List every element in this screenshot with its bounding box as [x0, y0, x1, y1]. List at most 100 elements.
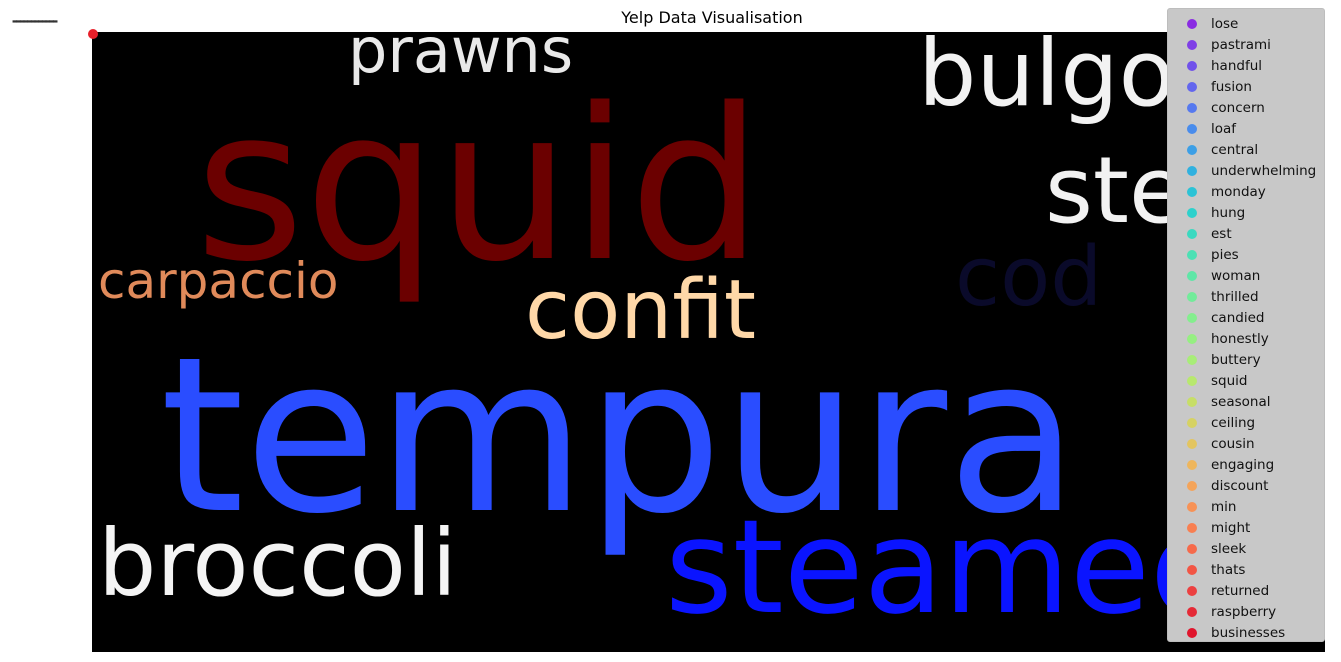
legend-item-est: est — [1168, 225, 1232, 243]
cloud-word-tempura: tempura — [160, 310, 1079, 561]
legend-marker — [1187, 628, 1197, 638]
legend-label: seasonal — [1211, 394, 1271, 410]
legend-item-ceiling: ceiling — [1168, 414, 1255, 432]
legend-item-engaging: engaging — [1168, 456, 1274, 474]
legend-label: woman — [1211, 268, 1261, 284]
legend-marker — [1187, 544, 1197, 554]
legend-label: honestly — [1211, 331, 1269, 347]
word-cloud-background — [92, 32, 1325, 652]
legend-marker — [1187, 166, 1197, 176]
legend-marker — [1187, 418, 1197, 428]
legend-label: engaging — [1211, 457, 1275, 473]
legend-item-lose: lose — [1168, 15, 1238, 33]
legend-marker — [1187, 481, 1197, 491]
legend-label: lose — [1211, 16, 1239, 32]
legend-marker — [1187, 19, 1197, 29]
scatter-point-cluster — [88, 29, 98, 39]
legend-marker — [1187, 502, 1197, 512]
legend-label: thats — [1211, 562, 1246, 578]
legend-label: central — [1211, 142, 1259, 158]
cloud-word-broccoli: broccoli — [98, 510, 457, 617]
legend-item-fusion: fusion — [1168, 78, 1252, 96]
legend-label: candied — [1211, 310, 1265, 326]
legend-label: est — [1211, 226, 1232, 242]
legend-marker — [1187, 208, 1197, 218]
legend-marker — [1187, 313, 1197, 323]
legend-label: loaf — [1211, 121, 1237, 137]
legend-item-thats: thats — [1168, 561, 1245, 579]
legend-label: concern — [1211, 100, 1265, 116]
legend-label: discount — [1211, 478, 1269, 494]
legend: lose pastrami handful fusion concern loaf cent… — [1167, 8, 1325, 642]
legend-item-might: might — [1168, 519, 1250, 537]
legend-marker — [1187, 376, 1197, 386]
cloud-word-steamed: steamed — [665, 491, 1232, 643]
legend-marker — [1187, 397, 1197, 407]
legend-label: monday — [1211, 184, 1266, 200]
legend-marker — [1187, 460, 1197, 470]
legend-label: businesses — [1211, 625, 1286, 641]
legend-marker — [1187, 124, 1197, 134]
legend-item-buttery: buttery — [1168, 351, 1261, 369]
legend-marker — [1187, 145, 1197, 155]
legend-marker — [1187, 82, 1197, 92]
legend-item-handful: handful — [1168, 57, 1262, 75]
legend-item-underwhelming: underwhelming — [1168, 162, 1316, 180]
legend-marker — [1187, 292, 1197, 302]
legend-item-thrilled: thrilled — [1168, 288, 1259, 306]
cloud-word-confit: confit — [525, 263, 756, 358]
legend-item-honestly: honestly — [1168, 330, 1269, 348]
legend-marker — [1187, 334, 1197, 344]
legend-marker — [1187, 40, 1197, 50]
legend-label: handful — [1211, 58, 1263, 74]
legend-label: underwhelming — [1211, 163, 1317, 179]
cloud-word-squid: squid — [195, 63, 762, 308]
legend-item-concern: concern — [1168, 99, 1265, 117]
legend-marker — [1187, 271, 1197, 281]
legend-marker — [1187, 229, 1197, 239]
legend-label: returned — [1211, 583, 1270, 599]
legend-item-businesses: businesses — [1168, 624, 1285, 642]
chart-title: Yelp Data Visualisation — [621, 8, 803, 27]
legend-label: cousin — [1211, 436, 1255, 452]
legend-item-pies: pies — [1168, 246, 1239, 264]
legend-item-sleek: sleek — [1168, 540, 1246, 558]
legend-item-discount: discount — [1168, 477, 1268, 495]
legend-item-pastrami: pastrami — [1168, 36, 1271, 54]
legend-item-squid: squid — [1168, 372, 1247, 390]
legend-label: sleek — [1211, 541, 1247, 557]
legend-label: might — [1211, 520, 1251, 536]
legend-label: fusion — [1211, 79, 1252, 95]
legend-item-woman: woman — [1168, 267, 1260, 285]
legend-item-returned: returned — [1168, 582, 1269, 600]
legend-marker — [1187, 439, 1197, 449]
legend-item-seasonal: seasonal — [1168, 393, 1270, 411]
legend-marker — [1187, 103, 1197, 113]
legend-item-cousin: cousin — [1168, 435, 1255, 453]
legend-label: hung — [1211, 205, 1246, 221]
legend-marker — [1187, 61, 1197, 71]
cloud-word-cod: cod — [955, 230, 1102, 325]
legend-label: min — [1211, 499, 1237, 515]
legend-item-hung: hung — [1168, 204, 1245, 222]
legend-label: thrilled — [1211, 289, 1259, 305]
legend-marker — [1187, 523, 1197, 533]
legend-marker — [1187, 355, 1197, 365]
cloud-word-carpaccio: carpaccio — [98, 252, 339, 310]
legend-marker — [1187, 586, 1197, 596]
cloud-word-prawns: prawns — [348, 14, 573, 87]
legend-marker — [1187, 250, 1197, 260]
legend-label: squid — [1211, 373, 1248, 389]
legend-item-loaf: loaf — [1168, 120, 1236, 138]
legend-marker — [1187, 187, 1197, 197]
legend-item-min: min — [1168, 498, 1236, 516]
legend-item-monday: monday — [1168, 183, 1266, 201]
legend-item-central: central — [1168, 141, 1258, 159]
legend-marker — [1187, 565, 1197, 575]
legend-label: raspberry — [1211, 604, 1277, 620]
legend-label: buttery — [1211, 352, 1261, 368]
legend-label: pastrami — [1211, 37, 1271, 53]
legend-marker — [1187, 607, 1197, 617]
legend-item-candied: candied — [1168, 309, 1264, 327]
legend-label: ceiling — [1211, 415, 1256, 431]
